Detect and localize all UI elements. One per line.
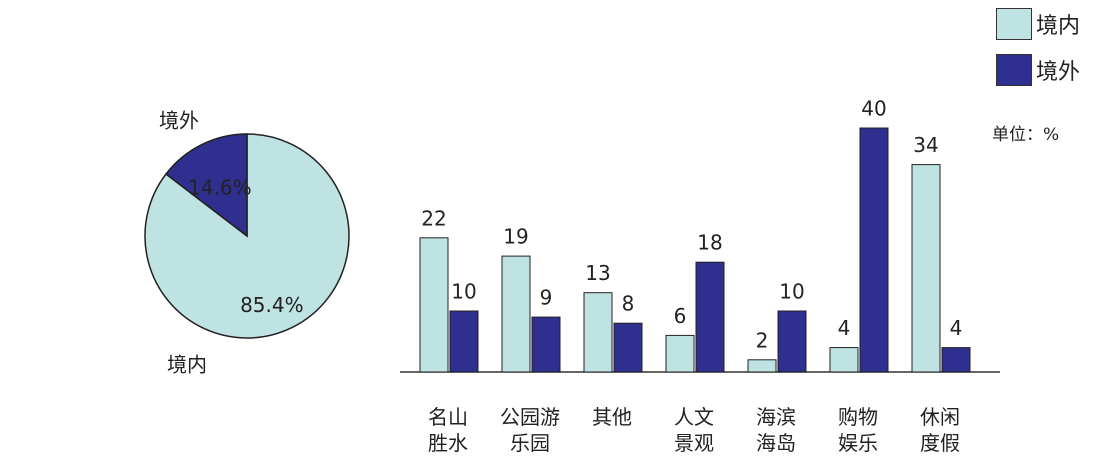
bar-value-label: 40 (861, 97, 886, 121)
unit-note: 单位：% (992, 125, 1060, 145)
bar (747, 359, 777, 373)
legend-entry: 境外 (996, 54, 1080, 86)
bar-value-label: 2 (756, 328, 769, 352)
x-tick-label: 休闲 度假 (920, 405, 960, 455)
legend-entry: 境内 (996, 8, 1080, 40)
bar-value-label: 8 (622, 292, 635, 316)
pie-value-label: 85.4% (240, 293, 304, 317)
bar-value-label: 6 (674, 304, 687, 328)
bar (449, 310, 479, 373)
x-tick-label: 公园游 乐园 (500, 405, 560, 455)
bar-value-label: 10 (451, 280, 476, 304)
x-tick-label: 购物 娱乐 (838, 405, 878, 455)
bar (531, 316, 561, 373)
pie-slice (164, 133, 248, 238)
pie-category-label: 境外 (159, 109, 199, 133)
bar (859, 127, 889, 373)
bar-value-label: 4 (950, 316, 963, 340)
bar-value-label: 18 (697, 231, 722, 255)
bar (829, 347, 859, 373)
legend-swatch (996, 54, 1032, 86)
pie-value-label: 14.6% (188, 176, 252, 200)
bar (583, 292, 613, 373)
bar-value-label: 9 (540, 286, 553, 310)
x-tick-label: 名山 胜水 (428, 405, 468, 455)
bar (419, 237, 449, 373)
pie-category-label: 境内 (167, 353, 207, 377)
bar (695, 261, 725, 373)
bar-value-label: 22 (421, 206, 446, 230)
bar (911, 164, 941, 373)
legend-label: 境内 (1036, 14, 1081, 39)
pie-slice (144, 133, 350, 339)
bar (777, 310, 807, 373)
bar (501, 255, 531, 373)
bar (941, 347, 971, 373)
bar-value-label: 10 (779, 280, 804, 304)
bar-value-label: 19 (503, 225, 528, 249)
bar (613, 322, 643, 373)
bar-value-label: 34 (913, 133, 938, 157)
bar (665, 334, 695, 373)
legend-label: 境外 (1036, 60, 1081, 85)
bar-value-label: 4 (838, 316, 851, 340)
x-tick-label: 海滨 海岛 (756, 405, 796, 455)
bar-value-label: 13 (585, 261, 610, 285)
legend-swatch (996, 8, 1032, 40)
x-tick-label: 人文 景观 (674, 405, 714, 455)
x-tick-label: 其他 (592, 405, 632, 429)
